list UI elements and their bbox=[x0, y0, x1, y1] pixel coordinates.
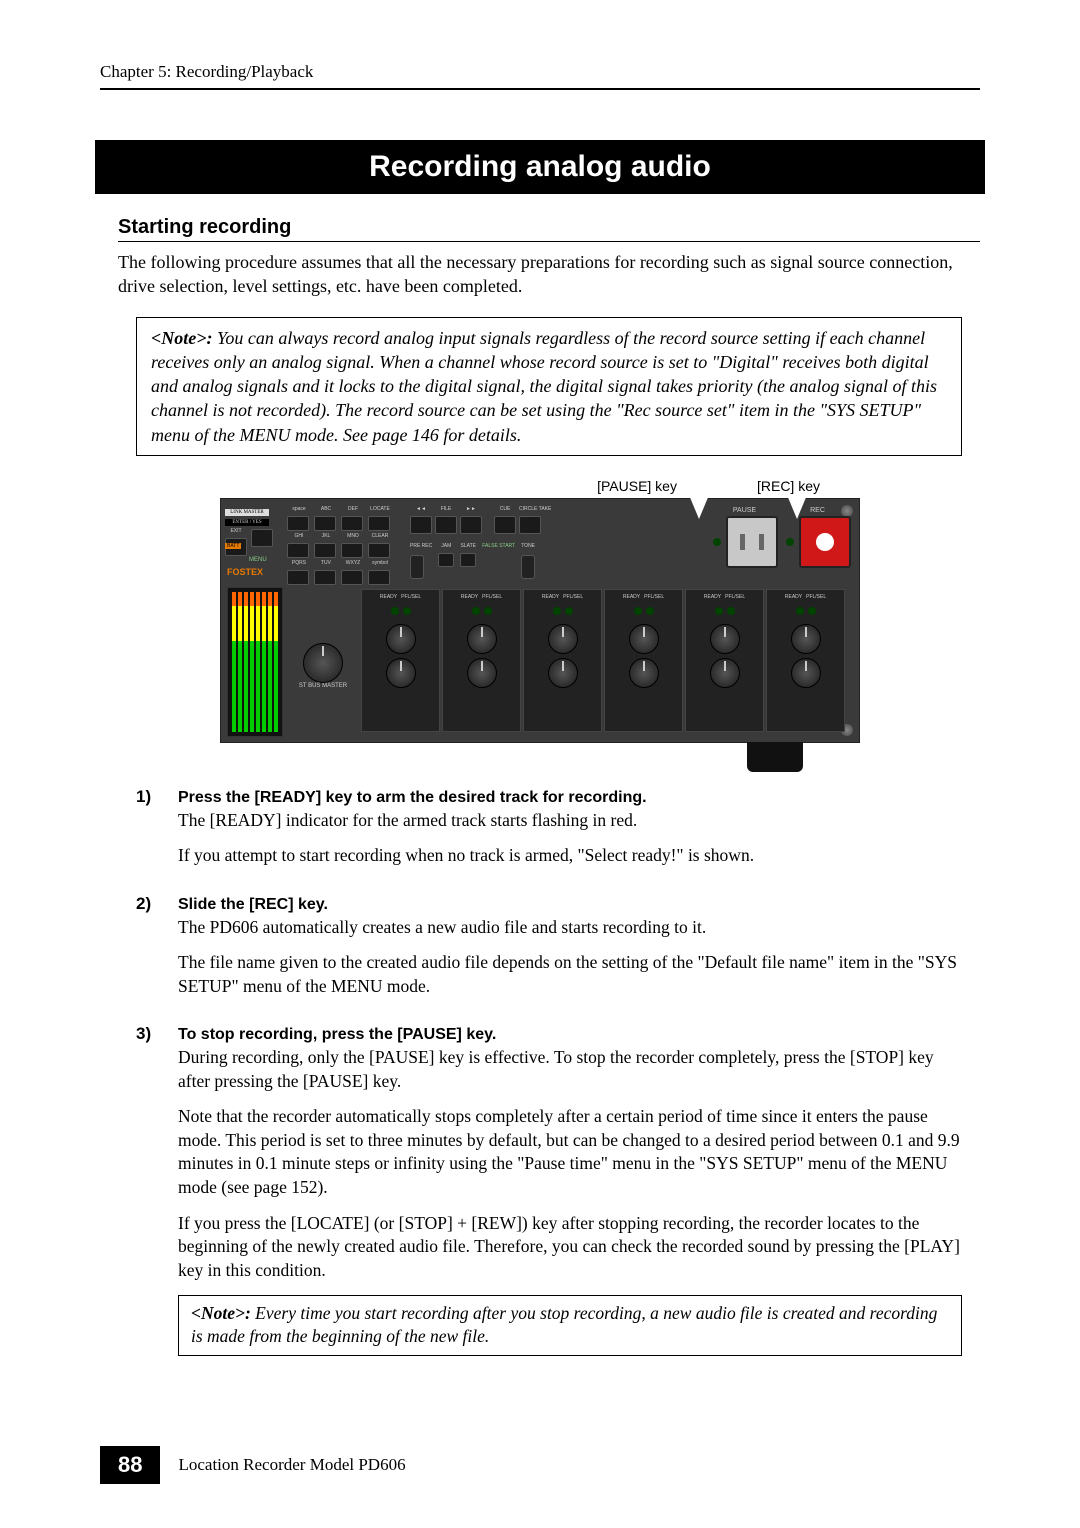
gain-knob[interactable] bbox=[548, 658, 578, 688]
step-paragraph: The file name given to the created audio… bbox=[178, 951, 962, 998]
channel-strip: READYPFL/SEL bbox=[523, 589, 602, 732]
device-panel: LINK MASTER ENTER / YES EXIT space ABC D… bbox=[220, 498, 860, 743]
step-paragraph: If you attempt to start recording when n… bbox=[178, 844, 962, 868]
step-paragraph: The PD606 automatically creates a new au… bbox=[178, 916, 962, 940]
tone-switch[interactable] bbox=[521, 555, 535, 579]
device-diagram: [PAUSE] key [REC] key LINK MASTER ENTER … bbox=[220, 478, 860, 743]
rec-led-icon bbox=[786, 538, 794, 546]
keypad-button[interactable] bbox=[287, 516, 309, 531]
step-title: To stop recording, press the [PAUSE] key… bbox=[178, 1024, 962, 1046]
gain-knob[interactable] bbox=[386, 658, 416, 688]
step-title: Press the [READY] key to arm the desired… bbox=[178, 787, 962, 809]
send-knob[interactable] bbox=[791, 624, 821, 654]
rec-key-label: [REC] key bbox=[757, 478, 820, 494]
enter-button[interactable] bbox=[251, 529, 273, 547]
enter-yes-label: ENTER / YES bbox=[225, 519, 269, 526]
pause-led-icon bbox=[713, 538, 721, 546]
st-bus-knob[interactable] bbox=[303, 643, 343, 683]
note-label: <Note>: bbox=[191, 1303, 251, 1323]
page-number: 88 bbox=[100, 1446, 160, 1484]
send-knob[interactable] bbox=[710, 624, 740, 654]
gain-knob[interactable] bbox=[791, 658, 821, 688]
menu-label: MENU bbox=[249, 557, 267, 563]
step-paragraph: During recording, only the [PAUSE] key i… bbox=[178, 1046, 962, 1093]
send-knob[interactable] bbox=[629, 624, 659, 654]
intro-paragraph: The following procedure assumes that all… bbox=[118, 250, 980, 299]
jam-button[interactable] bbox=[438, 553, 454, 567]
note-box-2: <Note>: Every time you start recording a… bbox=[178, 1295, 962, 1356]
prerec-switch[interactable] bbox=[410, 555, 424, 579]
rew-button[interactable] bbox=[410, 516, 432, 534]
gain-knob[interactable] bbox=[629, 658, 659, 688]
send-knob[interactable] bbox=[386, 624, 416, 654]
keypad-button[interactable] bbox=[287, 570, 309, 585]
st-bus-master: ST BUS MASTER bbox=[289, 639, 357, 729]
step-paragraph: If you press the [LOCATE] (or [STOP] + [… bbox=[178, 1212, 962, 1283]
channel-strip: READYPFL/SEL bbox=[604, 589, 683, 732]
keypad-button[interactable] bbox=[368, 516, 390, 531]
step-number: 2) bbox=[136, 894, 158, 1010]
note-label: <Note>: bbox=[151, 328, 213, 348]
keypad-button[interactable] bbox=[287, 543, 309, 558]
channel-strip: READYPFL/SEL bbox=[442, 589, 521, 732]
channel-strips: READYPFL/SEL READYPFL/SEL READYPFL/SEL bbox=[361, 589, 845, 732]
keypad-button[interactable] bbox=[341, 516, 363, 531]
gain-knob[interactable] bbox=[467, 658, 497, 688]
section-banner: Recording analog audio bbox=[95, 140, 985, 194]
note-text: You can always record analog input signa… bbox=[151, 328, 937, 445]
link-master-label: LINK MASTER bbox=[225, 509, 269, 516]
subheading-starting-recording: Starting recording bbox=[118, 216, 980, 242]
keypad: space ABC DEF LOCATE GHI JKL MNO CLEAR P… bbox=[287, 507, 392, 585]
page-footer: 88 Location Recorder Model PD606 bbox=[100, 1446, 406, 1484]
rec-button[interactable] bbox=[799, 516, 851, 568]
note-text: Every time you start recording after you… bbox=[191, 1303, 937, 1347]
cue-button[interactable] bbox=[494, 516, 516, 534]
note-box-1: <Note>: You can always record analog inp… bbox=[136, 317, 962, 456]
slate-button[interactable] bbox=[460, 553, 476, 567]
step-title: Slide the [REC] key. bbox=[178, 894, 962, 916]
keypad-button[interactable] bbox=[341, 543, 363, 558]
keypad-button[interactable] bbox=[314, 543, 336, 558]
keypad-button[interactable] bbox=[368, 543, 390, 558]
channel-strip: READYPFL/SEL bbox=[685, 589, 764, 732]
circle-take-button[interactable] bbox=[519, 516, 541, 534]
step-paragraph: Note that the recorder automatically sto… bbox=[178, 1105, 962, 1200]
brand-logo: FOSTEX bbox=[227, 567, 263, 577]
keypad-button[interactable] bbox=[368, 570, 390, 585]
chapter-header: Chapter 5: Recording/Playback bbox=[100, 62, 980, 90]
footer-text: Location Recorder Model PD606 bbox=[178, 1455, 405, 1475]
ff-button[interactable] bbox=[460, 516, 482, 534]
pause-key-label: [PAUSE] key bbox=[597, 478, 677, 494]
send-knob[interactable] bbox=[467, 624, 497, 654]
keypad-button[interactable] bbox=[341, 570, 363, 585]
keypad-button[interactable] bbox=[314, 570, 336, 585]
step-number: 3) bbox=[136, 1024, 158, 1355]
step-3: 3) To stop recording, press the [PAUSE] … bbox=[136, 1024, 962, 1355]
channel-strip: READYPFL/SEL bbox=[361, 589, 440, 732]
step-paragraph: The [READY] indicator for the armed trac… bbox=[178, 809, 962, 833]
channel-strip: READYPFL/SEL bbox=[766, 589, 845, 732]
keypad-button[interactable] bbox=[314, 516, 336, 531]
step-number: 1) bbox=[136, 787, 158, 880]
step-1: 1) Press the [READY] key to arm the desi… bbox=[136, 787, 962, 880]
steps-list: 1) Press the [READY] key to arm the desi… bbox=[136, 787, 962, 1356]
step-2: 2) Slide the [REC] key. The PD606 automa… bbox=[136, 894, 962, 1010]
pause-button[interactable] bbox=[726, 516, 778, 568]
level-meters bbox=[227, 587, 283, 737]
file-button[interactable] bbox=[435, 516, 457, 534]
batt-label: BATT bbox=[225, 543, 241, 549]
send-knob[interactable] bbox=[548, 624, 578, 654]
gain-knob[interactable] bbox=[710, 658, 740, 688]
connector-icon bbox=[747, 742, 803, 772]
